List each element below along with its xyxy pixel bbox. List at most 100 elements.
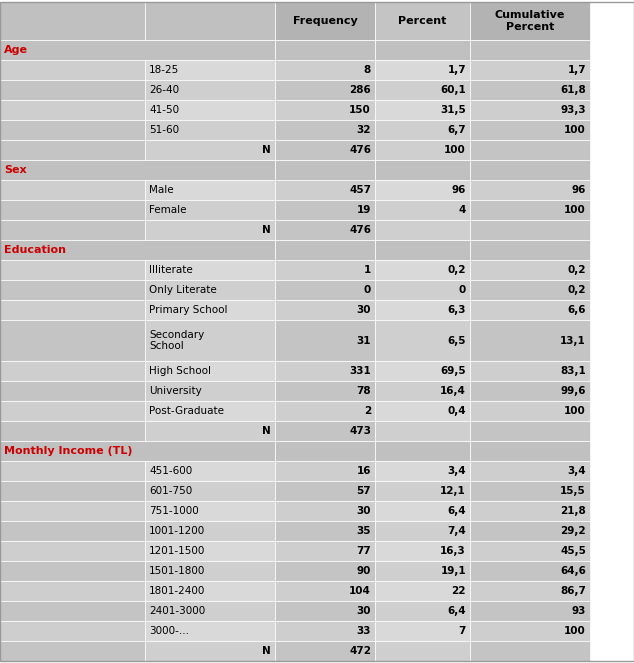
Text: 4: 4 xyxy=(458,206,466,215)
Text: 6,4: 6,4 xyxy=(448,506,466,516)
Bar xyxy=(145,220,275,241)
Bar xyxy=(0,220,145,241)
Text: 41-50: 41-50 xyxy=(149,105,179,115)
Text: 1001-1200: 1001-1200 xyxy=(149,526,205,536)
Bar xyxy=(0,80,145,100)
Text: 6,3: 6,3 xyxy=(448,306,466,316)
Bar xyxy=(0,641,145,661)
Bar xyxy=(275,601,375,621)
Text: 12,1: 12,1 xyxy=(440,486,466,496)
Text: N: N xyxy=(262,225,271,235)
Bar xyxy=(470,200,590,220)
Bar xyxy=(375,100,470,120)
Text: 0: 0 xyxy=(459,286,466,296)
Bar xyxy=(470,180,590,200)
Bar xyxy=(0,501,145,521)
Bar xyxy=(375,381,470,400)
Bar xyxy=(145,60,275,80)
Bar xyxy=(375,80,470,100)
Bar xyxy=(375,561,470,581)
Text: 150: 150 xyxy=(349,105,371,115)
Bar xyxy=(275,400,375,420)
Bar xyxy=(0,561,145,581)
Bar xyxy=(375,420,470,441)
Text: 30: 30 xyxy=(356,606,371,616)
Text: Secondary
School: Secondary School xyxy=(149,330,204,351)
Text: 22: 22 xyxy=(451,586,466,596)
Bar xyxy=(275,100,375,120)
Text: 0,2: 0,2 xyxy=(448,265,466,275)
Text: Only Literate: Only Literate xyxy=(149,286,217,296)
Bar xyxy=(0,581,145,601)
Text: 90: 90 xyxy=(356,566,371,576)
Bar xyxy=(375,320,470,361)
Bar xyxy=(375,180,470,200)
Bar xyxy=(145,381,275,400)
Bar xyxy=(375,461,470,481)
Bar xyxy=(0,381,145,400)
Bar xyxy=(0,521,145,541)
Bar xyxy=(470,361,590,381)
Bar xyxy=(470,60,590,80)
Text: 32: 32 xyxy=(356,125,371,135)
Bar xyxy=(275,160,375,180)
Text: 7,4: 7,4 xyxy=(447,526,466,536)
Bar xyxy=(145,140,275,160)
Bar xyxy=(275,140,375,160)
Bar xyxy=(375,641,470,661)
Bar xyxy=(0,621,145,641)
Bar xyxy=(470,241,590,261)
Bar xyxy=(470,80,590,100)
Text: 1: 1 xyxy=(364,265,371,275)
Text: 13,1: 13,1 xyxy=(560,335,586,345)
Text: 100: 100 xyxy=(564,626,586,636)
Text: N: N xyxy=(262,145,271,155)
Bar xyxy=(470,160,590,180)
Bar xyxy=(470,381,590,400)
Text: 451-600: 451-600 xyxy=(149,465,192,476)
Bar xyxy=(145,400,275,420)
Bar xyxy=(145,180,275,200)
Text: 476: 476 xyxy=(349,145,371,155)
Text: 78: 78 xyxy=(356,386,371,396)
Bar xyxy=(0,40,275,60)
Bar xyxy=(470,521,590,541)
Text: 100: 100 xyxy=(564,206,586,215)
Text: N: N xyxy=(262,426,271,436)
Bar xyxy=(375,160,470,180)
Bar xyxy=(470,481,590,501)
Bar xyxy=(470,100,590,120)
Text: 15,5: 15,5 xyxy=(560,486,586,496)
Bar xyxy=(145,641,275,661)
Text: 93: 93 xyxy=(572,606,586,616)
Text: 19: 19 xyxy=(356,206,371,215)
Text: 8: 8 xyxy=(364,65,371,75)
Bar xyxy=(275,60,375,80)
Bar xyxy=(0,180,145,200)
Text: Frequency: Frequency xyxy=(293,16,358,26)
Text: 69,5: 69,5 xyxy=(441,365,466,375)
Text: 3,4: 3,4 xyxy=(448,465,466,476)
Text: 6,6: 6,6 xyxy=(567,306,586,316)
Text: 93,3: 93,3 xyxy=(560,105,586,115)
Text: 601-750: 601-750 xyxy=(149,486,192,496)
Text: 473: 473 xyxy=(349,426,371,436)
Bar xyxy=(470,280,590,300)
Bar xyxy=(145,80,275,100)
Text: N: N xyxy=(262,646,271,656)
Bar xyxy=(470,400,590,420)
Text: 19,1: 19,1 xyxy=(441,566,466,576)
Bar xyxy=(275,501,375,521)
Bar xyxy=(470,541,590,561)
Bar xyxy=(275,320,375,361)
Bar xyxy=(275,200,375,220)
Bar xyxy=(275,361,375,381)
Bar xyxy=(375,140,470,160)
Text: 51-60: 51-60 xyxy=(149,125,179,135)
Bar xyxy=(275,541,375,561)
Text: 104: 104 xyxy=(349,586,371,596)
Text: 33: 33 xyxy=(356,626,371,636)
Bar xyxy=(470,120,590,140)
Text: 3000-...: 3000-... xyxy=(149,626,189,636)
Bar xyxy=(275,641,375,661)
